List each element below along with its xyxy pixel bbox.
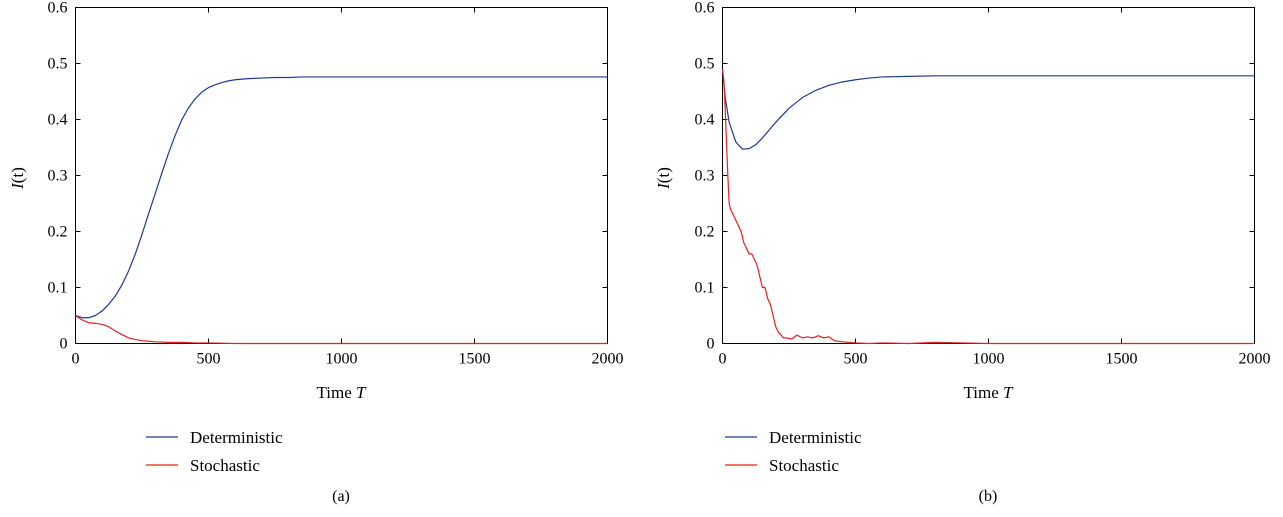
y-tick-label: 0.2 xyxy=(48,224,68,241)
y-tick-label: 0.5 xyxy=(695,56,715,73)
panel-b-legend: Deterministic Stochastic xyxy=(725,428,862,475)
y-tick-label: 0.6 xyxy=(48,0,68,17)
legend-deterministic-label: Deterministic xyxy=(190,428,283,447)
legend-stochastic-label: Stochastic xyxy=(190,456,260,475)
y-tick-label: 0.4 xyxy=(48,112,68,129)
x-tick-label: 500 xyxy=(844,351,868,368)
panel-a-y-axis-label: I(t) xyxy=(8,167,27,190)
panel-b-ticks: 0 500 1000 1500 2000 0 0.1 0.2 0.3 0.4 0.5 0.6 xyxy=(695,0,1271,368)
y-tick-label: 0.1 xyxy=(48,280,68,297)
panel-b-series xyxy=(721,69,1255,345)
panel-a-x-axis-label: Time T xyxy=(317,383,368,402)
y-tick-label: 0.3 xyxy=(695,168,715,185)
panel-a-series xyxy=(75,76,608,345)
y-tick-label: 0.6 xyxy=(695,0,715,17)
y-tick-label: 0.5 xyxy=(48,56,68,73)
panel-a: 0 500 1000 1500 2000 0 0.1 0.2 0.3 0.4 0.5 0.6 I(t)… xyxy=(8,0,624,505)
panel-b-plot-frame xyxy=(722,7,1255,344)
panel-b-y-axis-label: I(t) xyxy=(654,167,673,190)
x-tick-label: 1500 xyxy=(459,351,491,368)
panel-b-caption: (b) xyxy=(979,488,998,505)
panel-a-plot-frame xyxy=(75,7,608,344)
panel-a-legend: Deterministic Stochastic xyxy=(146,428,283,475)
x-tick-label: 2000 xyxy=(592,351,624,368)
series-line-stochastic xyxy=(721,69,1255,345)
panel-a-ticks: 0 500 1000 1500 2000 0 0.1 0.2 0.3 0.4 0.5 0.6 xyxy=(48,0,624,368)
legend-deterministic-label: Deterministic xyxy=(769,428,862,447)
x-tick-label: 1000 xyxy=(973,351,1005,368)
x-tick-label: 500 xyxy=(197,351,221,368)
y-tick-label: 0.1 xyxy=(695,280,715,297)
panel-a-caption: (a) xyxy=(332,488,350,505)
panel-b-x-axis-label: Time T xyxy=(964,383,1015,402)
x-tick-label: 0 xyxy=(72,351,80,368)
y-tick-label: 0 xyxy=(60,336,68,353)
x-tick-label: 1500 xyxy=(1106,351,1138,368)
y-tick-label: 0.2 xyxy=(695,224,715,241)
x-tick-label: 1000 xyxy=(326,351,358,368)
x-tick-label: 2000 xyxy=(1239,351,1271,368)
legend-stochastic-label: Stochastic xyxy=(769,456,839,475)
series-line-deterministic xyxy=(75,76,608,319)
y-tick-label: 0.4 xyxy=(695,112,715,129)
x-tick-label: 0 xyxy=(719,351,727,368)
series-line-deterministic xyxy=(721,69,1255,150)
y-tick-label: 0.3 xyxy=(48,168,68,185)
y-tick-label: 0 xyxy=(707,336,715,353)
panel-b: 0 500 1000 1500 2000 0 0.1 0.2 0.3 0.4 0.5 0.6 I(t)… xyxy=(654,0,1271,505)
series-line-stochastic xyxy=(75,315,608,345)
